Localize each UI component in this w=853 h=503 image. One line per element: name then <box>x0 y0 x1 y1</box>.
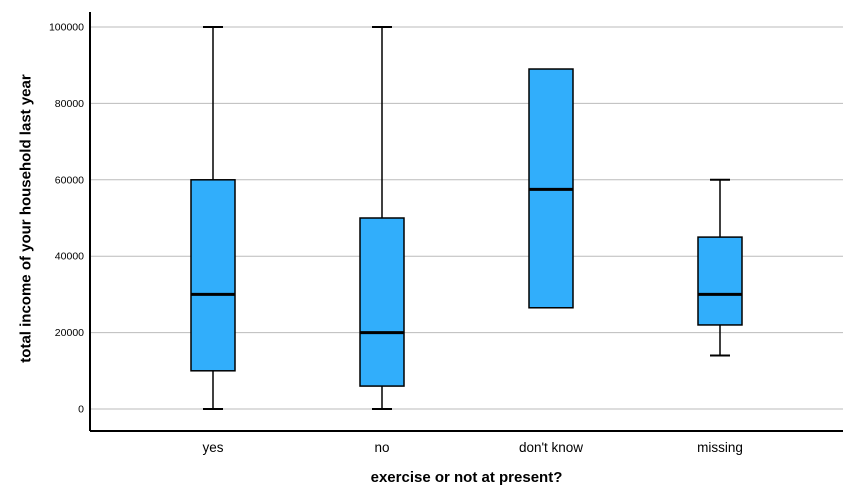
y-tick-label: 100000 <box>49 22 84 34</box>
box-rect <box>359 217 405 387</box>
y-tick-label: 80000 <box>55 98 84 110</box>
y-tick-label: 20000 <box>55 327 84 339</box>
category-label: missing <box>697 440 743 455</box>
y-tick-label: 60000 <box>55 174 84 186</box>
y-tick-label: 40000 <box>55 251 84 263</box>
x-axis-title: exercise or not at present? <box>370 469 563 486</box>
y-tick-label: 0 <box>78 404 84 416</box>
box-rect <box>697 236 743 326</box>
category-label: no <box>374 440 389 455</box>
box-rect <box>190 179 236 372</box>
category-label: yes <box>202 440 223 455</box>
category-label: don't know <box>519 440 583 455</box>
